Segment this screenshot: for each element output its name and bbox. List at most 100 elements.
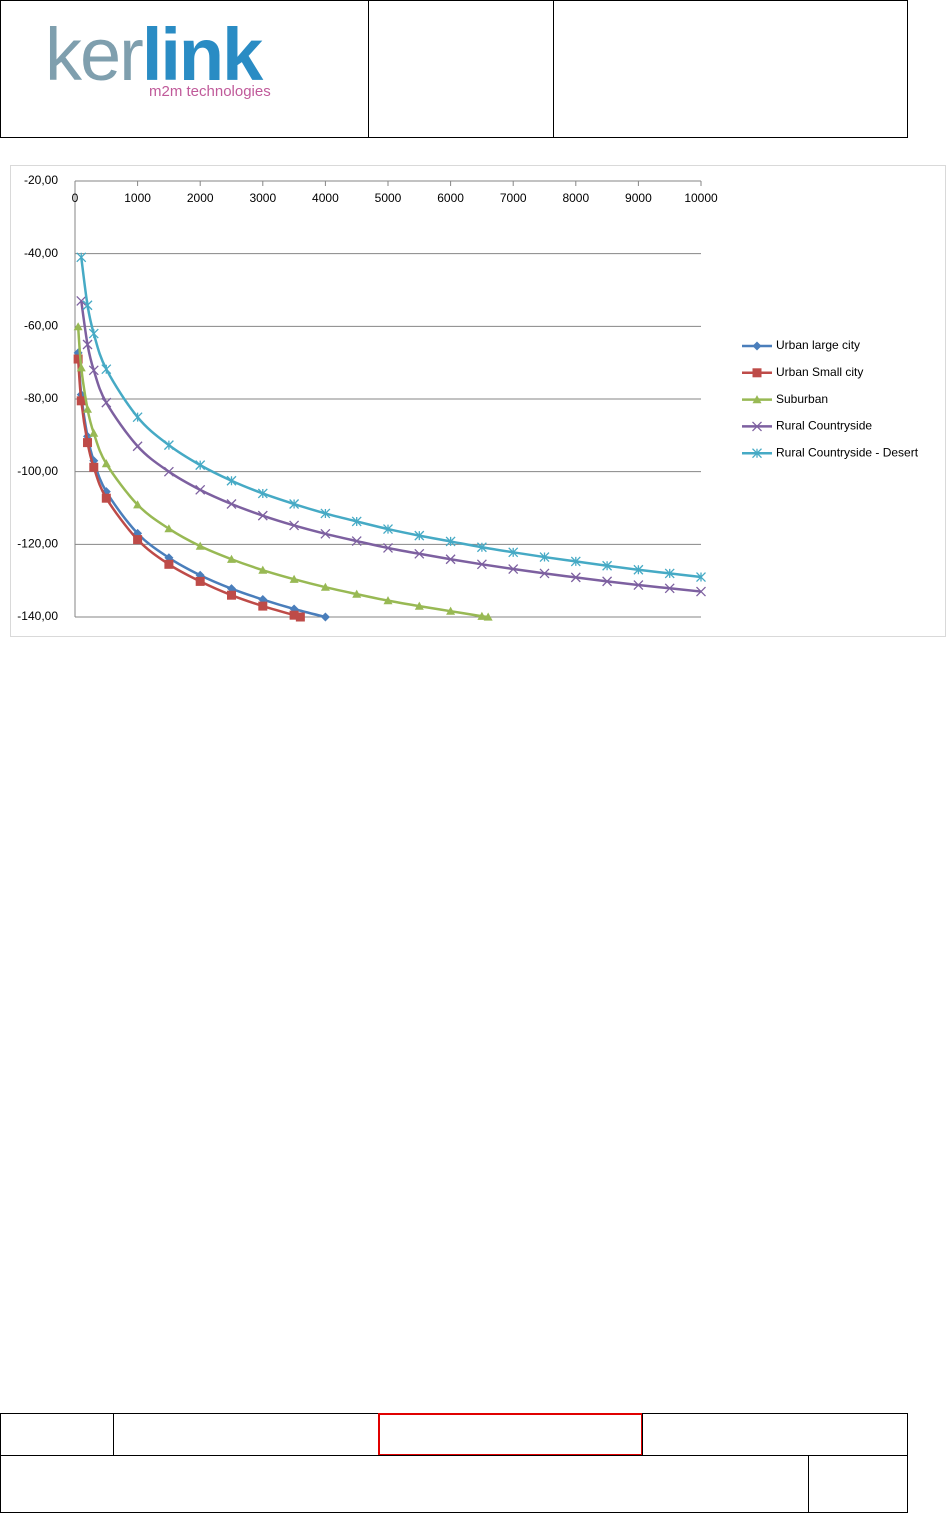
marker bbox=[633, 580, 644, 590]
marker bbox=[88, 365, 99, 376]
marker bbox=[289, 574, 299, 583]
marker bbox=[132, 441, 143, 452]
marker bbox=[133, 500, 143, 509]
marker bbox=[476, 559, 487, 570]
footer-cell bbox=[0, 1455, 809, 1513]
marker bbox=[133, 535, 143, 545]
marker bbox=[164, 559, 174, 569]
marker bbox=[257, 510, 268, 521]
legend-label: Rural Countryside bbox=[776, 419, 872, 433]
y-tick-label: -100,00 bbox=[17, 464, 58, 478]
x-tick-label: 7000 bbox=[500, 191, 527, 205]
marker bbox=[132, 412, 143, 423]
marker bbox=[351, 536, 362, 547]
marker bbox=[414, 601, 424, 610]
header-cell bbox=[553, 0, 908, 138]
marker bbox=[73, 322, 83, 331]
marker bbox=[82, 339, 93, 350]
footer-cell bbox=[0, 1413, 114, 1456]
marker bbox=[752, 368, 762, 378]
marker bbox=[88, 328, 99, 339]
footer-cell bbox=[113, 1413, 379, 1456]
x-tick-label: 9000 bbox=[625, 191, 652, 205]
logo-name-part: link bbox=[141, 13, 263, 96]
marker bbox=[195, 576, 205, 586]
marker bbox=[195, 460, 206, 471]
marker bbox=[164, 524, 174, 533]
marker bbox=[476, 542, 487, 553]
marker bbox=[508, 547, 519, 558]
x-tick-label: 4000 bbox=[312, 191, 339, 205]
marker bbox=[227, 554, 236, 563]
marker bbox=[696, 586, 706, 597]
marker bbox=[383, 524, 393, 535]
marker bbox=[570, 572, 581, 583]
marker bbox=[696, 572, 706, 582]
marker bbox=[258, 565, 268, 574]
header-logo-cell: kerlink m2m technologies bbox=[0, 0, 369, 138]
marker bbox=[445, 536, 456, 547]
x-tick-label: 0 bbox=[72, 191, 79, 205]
legend-label: Suburban bbox=[776, 392, 828, 406]
legend-label: Rural Countryside - Desert bbox=[776, 445, 919, 459]
footer-cell-highlight bbox=[378, 1413, 643, 1456]
marker bbox=[195, 541, 205, 550]
marker bbox=[351, 516, 362, 527]
x-tick-label: 6000 bbox=[437, 191, 464, 205]
y-tick-label: -40,00 bbox=[24, 246, 58, 260]
marker bbox=[383, 596, 393, 605]
logo-name-part: ker bbox=[45, 13, 144, 96]
marker bbox=[73, 354, 83, 364]
marker bbox=[445, 554, 456, 565]
x-tick-label: 1000 bbox=[124, 191, 151, 205]
marker bbox=[83, 404, 93, 413]
marker bbox=[195, 484, 206, 495]
marker bbox=[83, 438, 93, 448]
marker bbox=[539, 568, 550, 579]
marker bbox=[76, 295, 87, 306]
marker bbox=[289, 520, 300, 531]
marker bbox=[539, 552, 550, 563]
y-tick-label: -60,00 bbox=[24, 319, 58, 333]
marker bbox=[664, 568, 675, 579]
logo-tagline: m2m technologies bbox=[149, 83, 271, 100]
marker bbox=[664, 583, 675, 594]
marker bbox=[320, 612, 330, 622]
legend-label: Urban Small city bbox=[776, 365, 863, 379]
marker bbox=[320, 508, 331, 519]
marker bbox=[320, 582, 330, 591]
x-tick-label: 3000 bbox=[249, 191, 276, 205]
y-tick-label: -120,00 bbox=[17, 537, 58, 551]
marker bbox=[752, 448, 762, 459]
marker bbox=[258, 601, 268, 611]
marker bbox=[602, 576, 613, 587]
logo: kerlink bbox=[45, 13, 263, 96]
marker bbox=[570, 556, 581, 567]
marker bbox=[163, 440, 174, 451]
y-tick-label: -140,00 bbox=[17, 609, 58, 623]
x-tick-label: 10000 bbox=[684, 191, 718, 205]
marker bbox=[101, 459, 111, 468]
legend-label: Urban large city bbox=[776, 338, 860, 352]
marker bbox=[101, 493, 111, 503]
marker bbox=[163, 466, 174, 477]
marker bbox=[226, 475, 237, 486]
marker bbox=[752, 341, 762, 351]
footer-cell bbox=[642, 1413, 908, 1456]
marker bbox=[414, 530, 425, 541]
x-tick-label: 5000 bbox=[375, 191, 402, 205]
marker bbox=[101, 397, 112, 408]
marker bbox=[320, 528, 331, 539]
marker bbox=[352, 589, 362, 598]
marker bbox=[89, 462, 99, 472]
x-tick-label: 2000 bbox=[187, 191, 214, 205]
marker bbox=[226, 499, 237, 509]
marker bbox=[477, 611, 487, 620]
marker bbox=[82, 300, 93, 311]
marker bbox=[101, 364, 112, 375]
marker bbox=[257, 488, 268, 499]
chart: -20,00 -40,00 -60,00 -80,00 -100,00 -120,00 -1… bbox=[10, 165, 946, 637]
marker bbox=[76, 252, 87, 263]
marker bbox=[227, 590, 236, 600]
marker bbox=[414, 548, 425, 559]
